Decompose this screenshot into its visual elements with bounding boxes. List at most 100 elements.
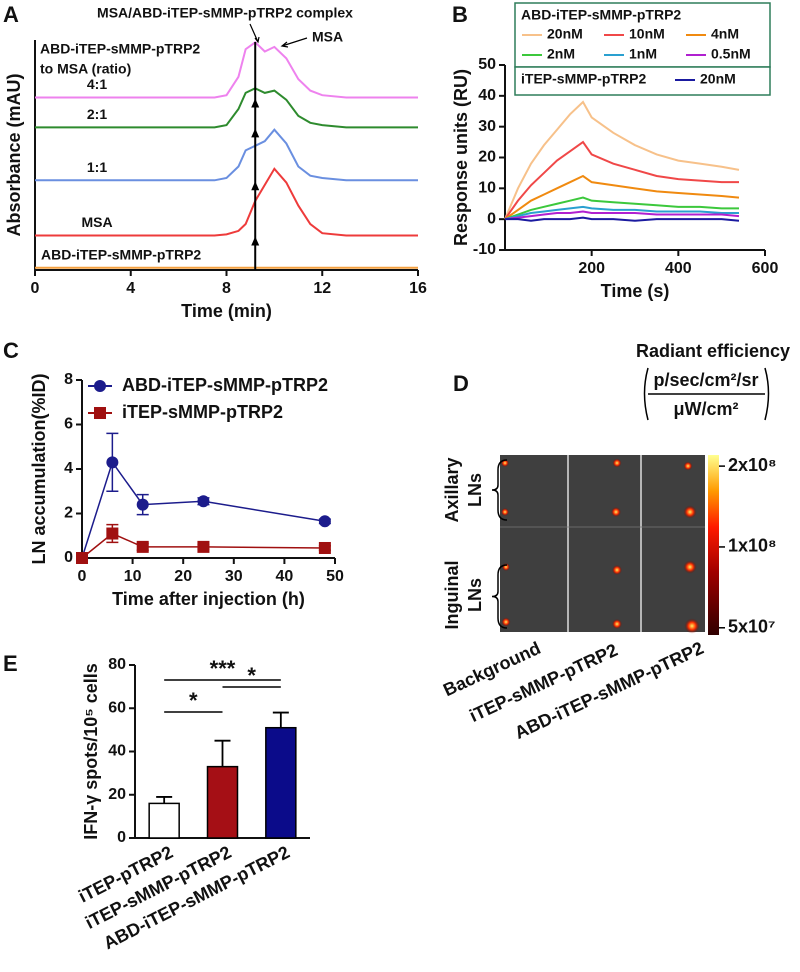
legend-box xyxy=(514,2,771,68)
y-axis-title: Response units (RU) xyxy=(451,69,471,246)
x-tick-label: 16 xyxy=(409,280,427,297)
brace xyxy=(491,564,508,629)
lymph-node-signal xyxy=(683,560,697,574)
y-tick-label: 0 xyxy=(487,210,496,227)
series-line xyxy=(504,140,739,220)
bracket xyxy=(643,367,770,421)
x-tick-label: 10 xyxy=(124,568,142,585)
arrow-head xyxy=(251,181,260,191)
y-tick-label: 6 xyxy=(64,416,73,433)
y-axis-title: Absorbance (mAU) xyxy=(4,73,24,236)
legend-label: 10nM xyxy=(629,26,665,42)
y-axis-title: LN accumulation(%ID) xyxy=(29,373,49,564)
annotation-arrow xyxy=(280,37,308,48)
legend-label: 1nM xyxy=(629,46,657,62)
y-tick-label: 60 xyxy=(108,699,126,716)
legend-label: 4nM xyxy=(711,26,739,42)
series-line xyxy=(504,196,739,221)
x-axis-title: Time (s) xyxy=(601,281,670,301)
y-axis-title: IFN-γ spots/10⁵ cells xyxy=(81,663,101,840)
marker xyxy=(76,552,88,564)
legend-label: ABD-iTEP-sMMP-pTRP2 xyxy=(122,375,328,395)
lymph-node-signal xyxy=(684,618,700,634)
lymph-node-signal xyxy=(611,507,621,517)
annotation-arrow xyxy=(249,23,260,44)
x-tick-label: 0 xyxy=(78,568,87,585)
unit-denominator: μW/cm² xyxy=(673,399,738,419)
series-line xyxy=(505,216,740,222)
marker xyxy=(106,456,119,469)
row-label: LNs xyxy=(465,473,485,507)
legend-box xyxy=(514,66,771,96)
arrow-head xyxy=(251,236,260,246)
colorbar-title: Radiant efficiency xyxy=(636,341,790,361)
legend-label: 20nM xyxy=(700,71,736,87)
x-tick-label: 600 xyxy=(752,260,779,277)
series-line xyxy=(504,100,740,220)
legend-marker xyxy=(94,407,106,419)
series-line xyxy=(504,210,740,221)
x-tick-label: 12 xyxy=(313,280,331,297)
panel-letter: C xyxy=(3,338,19,363)
x-axis-title: Time (min) xyxy=(181,301,272,321)
trace-label: 4:1 xyxy=(87,76,107,92)
x-tick-label: 50 xyxy=(326,568,344,585)
lymph-node-signal xyxy=(501,617,511,627)
legend-title: to MSA (ratio) xyxy=(40,61,131,77)
trace-label: 2:1 xyxy=(87,106,107,122)
x-tick-label: 30 xyxy=(225,568,243,585)
lymph-node-signal xyxy=(683,461,693,471)
y-tick-label: 20 xyxy=(478,149,496,166)
annotation: MSA/ABD-iTEP-sMMP-pTRP2 complex xyxy=(97,5,353,21)
lymph-node-signal xyxy=(683,505,697,519)
y-tick-label: 10 xyxy=(478,180,496,197)
y-tick-label: 20 xyxy=(108,786,126,803)
y-tick-label: 30 xyxy=(478,118,496,135)
marker xyxy=(106,527,119,540)
panel-letter: D xyxy=(453,371,469,396)
series-line xyxy=(504,174,740,220)
x-tick-label: 0 xyxy=(31,280,40,297)
legend-label: 0.5nM xyxy=(711,46,751,62)
legend-title: iTEP-sMMP-pTRP2 xyxy=(521,71,646,87)
colorbar-tick-label: 2x10⁸ xyxy=(728,455,777,475)
colorbar xyxy=(708,455,719,635)
y-tick-label: 50 xyxy=(478,56,496,73)
x-tick-label: 40 xyxy=(276,568,294,585)
panel-letter: B xyxy=(452,2,468,27)
y-tick-label: 40 xyxy=(108,743,126,760)
row-label: Axillary xyxy=(442,457,462,522)
significance-label: * xyxy=(247,663,256,688)
row-label: LNs xyxy=(465,578,485,612)
brace xyxy=(491,459,508,521)
legend-title: ABD-iTEP-sMMP-pTRP2 xyxy=(40,41,200,57)
significance-label: *** xyxy=(210,656,236,681)
y-tick-label: 80 xyxy=(108,656,126,673)
error-bar xyxy=(156,796,173,804)
lymph-node-signal xyxy=(612,458,622,468)
legend-title: ABD-iTEP-sMMP-pTRP2 xyxy=(521,7,681,23)
series-line xyxy=(35,128,418,182)
series-line xyxy=(35,167,418,237)
y-tick-label: -10 xyxy=(473,241,496,258)
panel-letter: A xyxy=(3,2,19,27)
legend-label: 2nM xyxy=(547,46,575,62)
arrow-head xyxy=(251,98,260,108)
x-axis-title: Time after injection (h) xyxy=(112,589,305,609)
legend-marker xyxy=(94,380,106,392)
bar xyxy=(148,802,180,839)
legend-label: iTEP-sMMP-pTRP2 xyxy=(122,402,283,422)
trace-label: MSA xyxy=(81,214,112,230)
series-line xyxy=(35,87,418,129)
panel-letter: E xyxy=(3,651,18,676)
image xyxy=(500,455,705,632)
marker xyxy=(318,541,331,554)
error-bar xyxy=(214,739,231,767)
y-tick-label: 0 xyxy=(64,549,73,566)
y-tick-label: 40 xyxy=(478,87,496,104)
marker xyxy=(197,495,210,508)
x-tick-label: 200 xyxy=(578,260,605,277)
colorbar-tick-label: 1x10⁸ xyxy=(728,536,777,556)
colorbar-tick-label: 5x10⁷ xyxy=(728,617,775,637)
x-tick-label: 20 xyxy=(174,568,192,585)
